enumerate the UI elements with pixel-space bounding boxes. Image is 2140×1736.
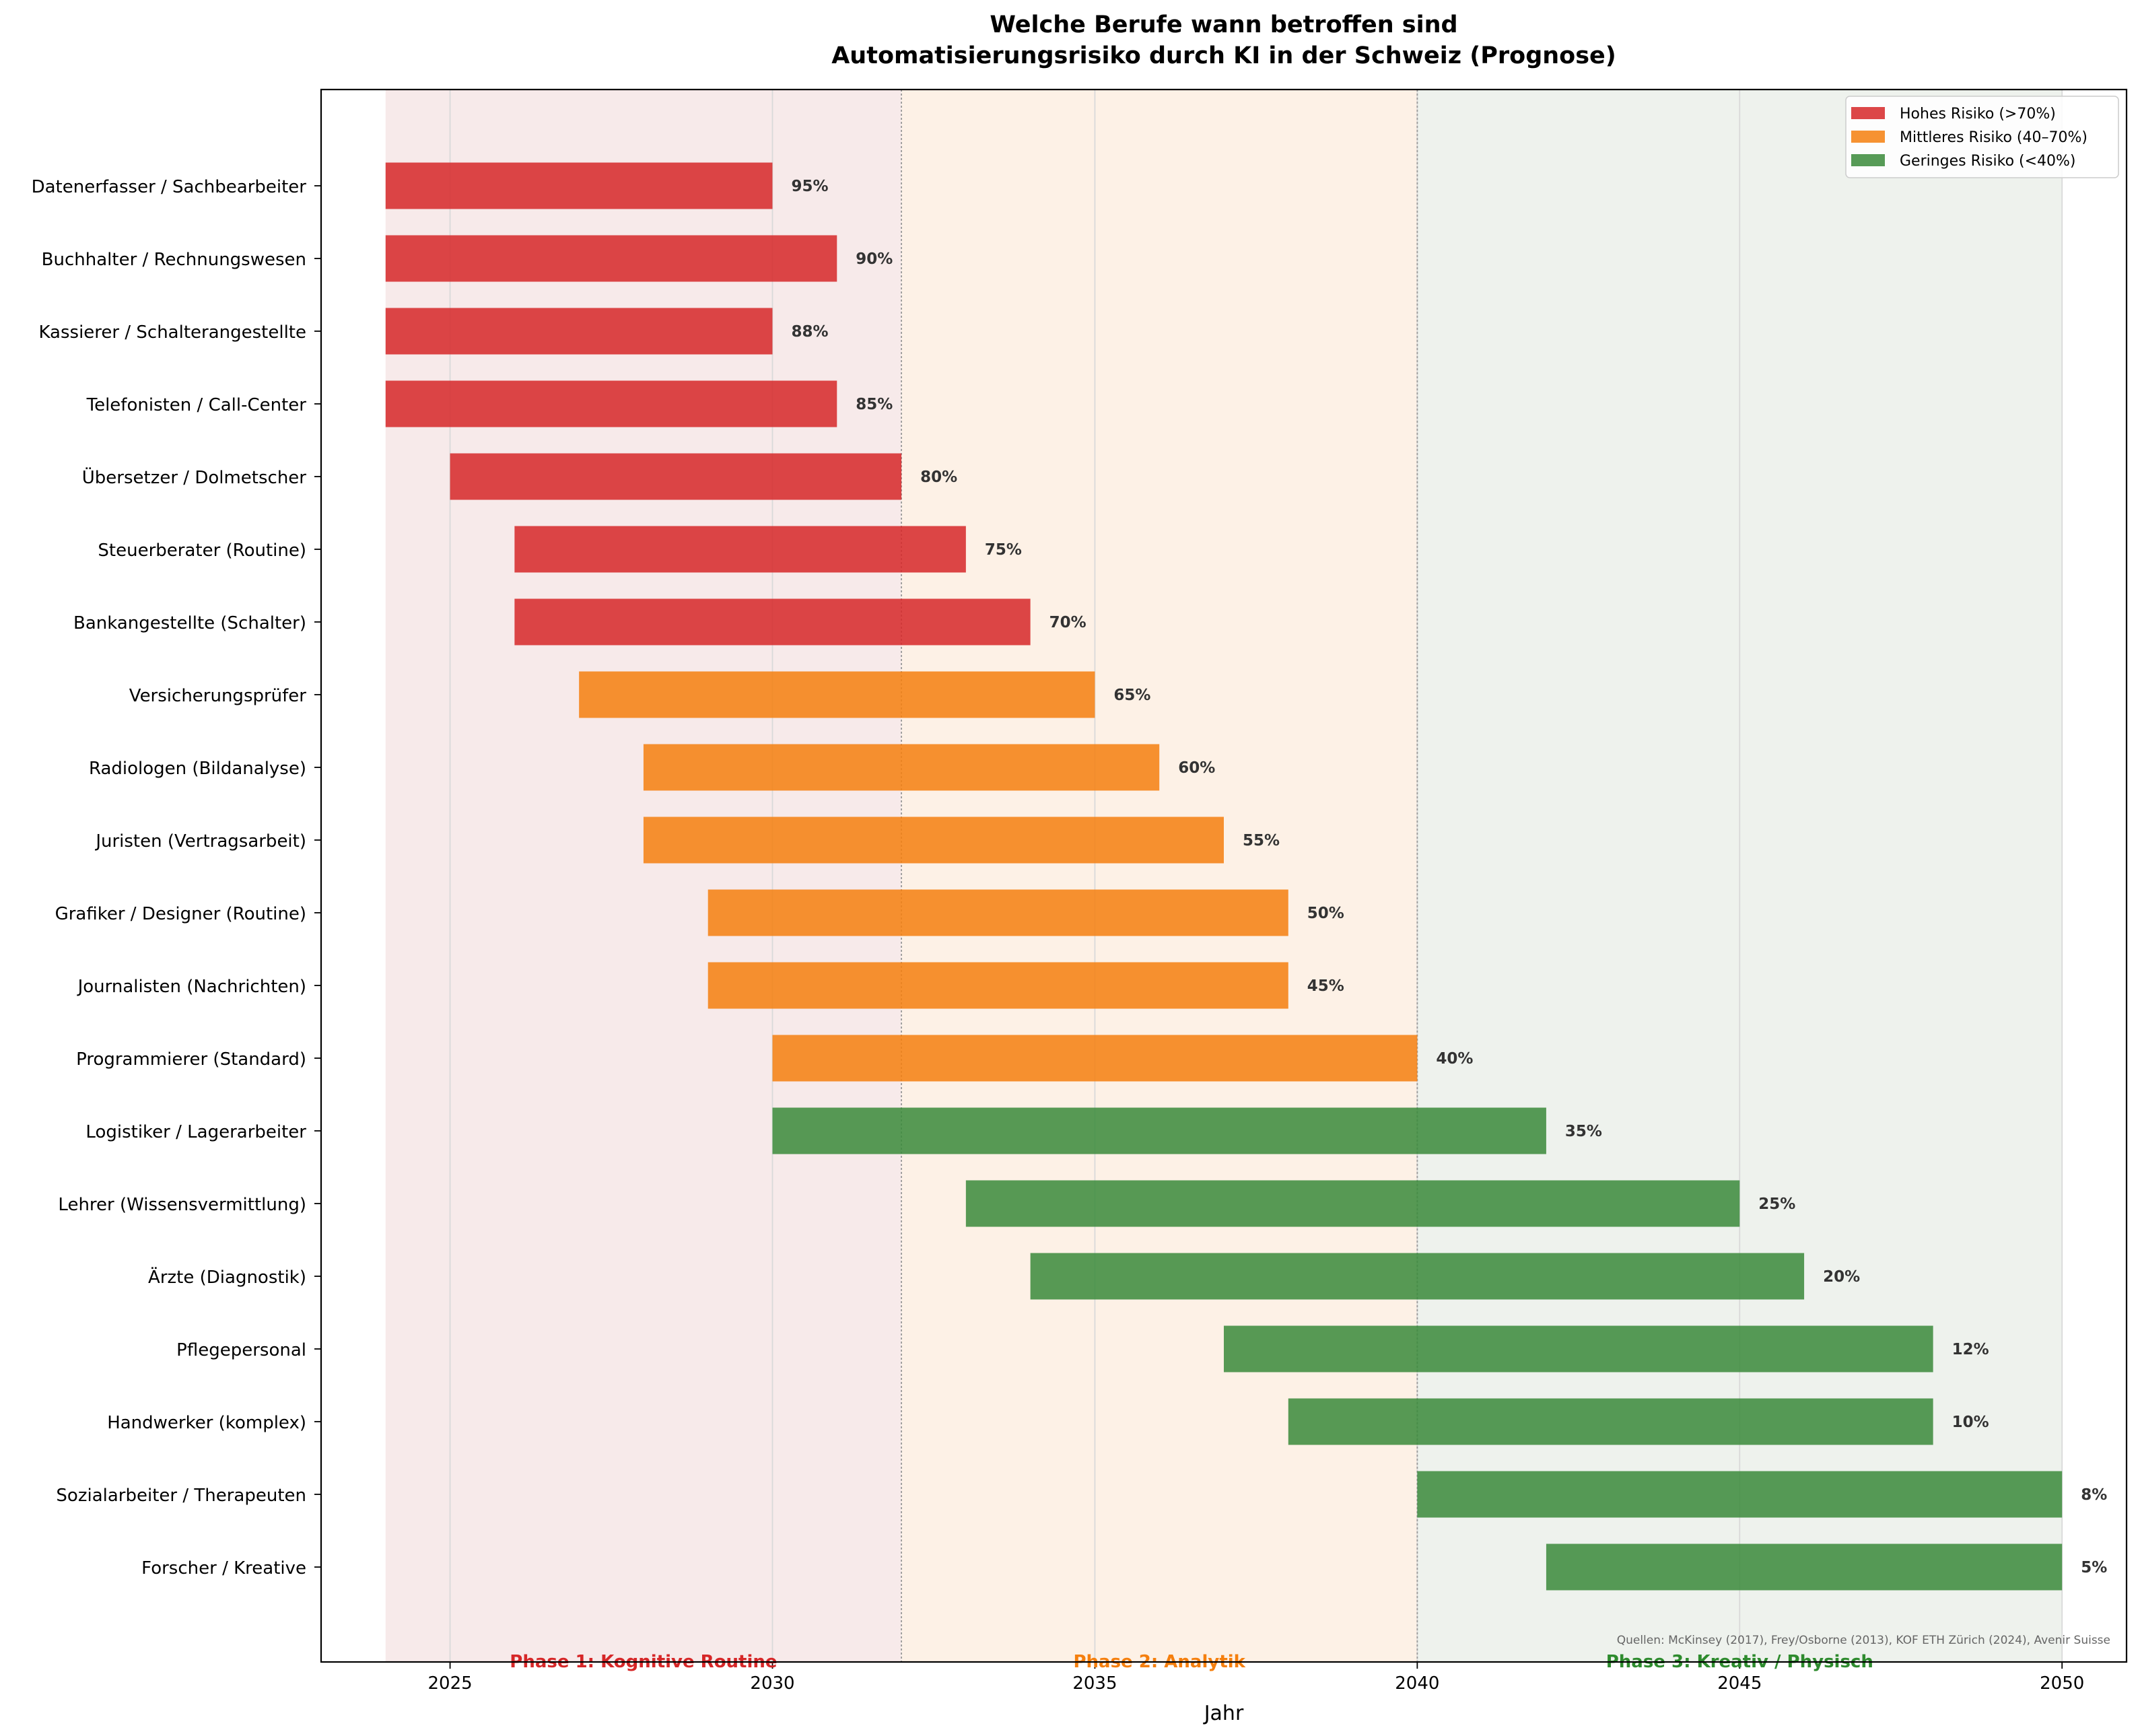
source-note: Quellen: McKinsey (2017), Frey/Osborne (… bbox=[1617, 1634, 2110, 1647]
bar-11 bbox=[707, 889, 1288, 936]
bar-16 bbox=[1030, 1253, 1805, 1300]
y-tick-label-19: Sozialarbeiter / Therapeuten bbox=[56, 1486, 306, 1506]
value-label-7: 70% bbox=[1049, 614, 1086, 631]
y-tick-label-20: Forscher / Kreative bbox=[141, 1558, 306, 1578]
y-tick-label-17: Pflegepersonal bbox=[176, 1340, 306, 1360]
value-label-5: 80% bbox=[920, 468, 957, 486]
y-tick-label-18: Handwerker (komplex) bbox=[107, 1413, 306, 1433]
value-label-4: 85% bbox=[856, 396, 893, 413]
y-tick-label-11: Grafiker / Designer (Routine) bbox=[55, 904, 306, 924]
y-tick-label-16: Ärzte (Diagnostik) bbox=[148, 1266, 306, 1288]
bar-15 bbox=[965, 1180, 1740, 1227]
legend-swatch-medium bbox=[1851, 131, 1885, 143]
value-label-16: 20% bbox=[1823, 1268, 1860, 1286]
bar-6 bbox=[514, 526, 966, 573]
bar-5 bbox=[450, 453, 902, 500]
value-label-3: 88% bbox=[792, 323, 829, 341]
x-tick-label-2040: 2040 bbox=[1395, 1673, 1439, 1694]
y-tick-label-13: Programmierer (Standard) bbox=[76, 1049, 306, 1070]
value-label-8: 65% bbox=[1113, 687, 1150, 704]
x-axis: 2025 2030 2035 2040 2045 2050 bbox=[427, 1662, 2084, 1694]
x-tick-label-2025: 2025 bbox=[427, 1673, 472, 1694]
y-tick-label-7: Bankangestellte (Schalter) bbox=[73, 613, 306, 633]
value-label-14: 35% bbox=[1565, 1123, 1602, 1140]
y-tick-label-9: Radiologen (Bildanalyse) bbox=[89, 759, 306, 779]
value-label-15: 25% bbox=[1758, 1195, 1795, 1213]
value-label-20: 5% bbox=[2081, 1559, 2107, 1576]
bar-12 bbox=[707, 962, 1288, 1009]
bar-10 bbox=[643, 817, 1224, 864]
y-tick-label-4: Telefonisten / Call-Center bbox=[86, 395, 307, 415]
x-axis-label: Jahr bbox=[1203, 1702, 1244, 1725]
bar-17 bbox=[1224, 1325, 1933, 1373]
y-axis: Datenerfasser / Sachbearbeiter Buchhalter… bbox=[32, 177, 321, 1578]
y-tick-label-8: Versicherungsprüfer bbox=[129, 686, 307, 706]
bar-13 bbox=[772, 1035, 1418, 1082]
value-label-1: 95% bbox=[792, 178, 829, 195]
bar-18 bbox=[1288, 1398, 1933, 1445]
plot-frame bbox=[320, 88, 2128, 1663]
bar-20 bbox=[1546, 1543, 2063, 1591]
legend-box bbox=[1845, 96, 2119, 178]
bar-3 bbox=[385, 308, 773, 355]
legend-label-medium: Mittleres Risiko (40–70%) bbox=[1900, 129, 2087, 146]
value-label-12: 45% bbox=[1307, 977, 1344, 995]
legend-swatch-high bbox=[1851, 107, 1885, 119]
value-label-13: 40% bbox=[1436, 1050, 1473, 1068]
chart-title-line2: Automatisierungsrisiko durch KI in der S… bbox=[831, 42, 1616, 69]
legend-label-low: Geringes Risiko (<40%) bbox=[1900, 153, 2076, 170]
bars bbox=[385, 162, 2063, 1591]
x-tick-label-2050: 2050 bbox=[2040, 1673, 2084, 1694]
x-tick-label-2035: 2035 bbox=[1072, 1673, 1117, 1694]
legend-label-high: Hohes Risiko (>70%) bbox=[1900, 106, 2056, 123]
x-tick-label-2045: 2045 bbox=[1717, 1673, 1762, 1694]
value-label-9: 60% bbox=[1178, 759, 1215, 777]
bar-1 bbox=[385, 162, 773, 209]
y-tick-label-6: Steuerberater (Routine) bbox=[98, 541, 306, 561]
y-tick-label-5: Übersetzer / Dolmetscher bbox=[82, 466, 307, 488]
y-tick-label-12: Journalisten (Nachrichten) bbox=[77, 977, 306, 997]
x-tick-label-2030: 2030 bbox=[750, 1673, 794, 1694]
y-tick-label-1: Datenerfasser / Sachbearbeiter bbox=[32, 177, 307, 197]
bar-7 bbox=[514, 598, 1031, 646]
chart-title-line1: Welche Berufe wann betroffen sind bbox=[990, 11, 1457, 38]
bar-8 bbox=[579, 671, 1095, 718]
bar-14 bbox=[772, 1107, 1546, 1154]
value-label-2: 90% bbox=[856, 250, 893, 268]
legend: Hohes Risiko (>70%) Mittleres Risiko (40–… bbox=[1845, 96, 2119, 178]
value-label-10: 55% bbox=[1243, 832, 1280, 849]
value-labels: 95% 90% 88% 85% 80% 75% 70% 65% 60% 55% 50% 45% 40% 3… bbox=[792, 178, 2108, 1576]
legend-swatch-low bbox=[1851, 154, 1885, 166]
bar-9 bbox=[643, 744, 1160, 791]
value-label-11: 50% bbox=[1307, 905, 1344, 922]
y-tick-label-14: Logistiker / Lagerarbeiter bbox=[85, 1122, 306, 1142]
value-label-6: 75% bbox=[985, 541, 1022, 559]
y-tick-label-10: Juristen (Vertragsarbeit) bbox=[94, 831, 306, 852]
value-label-19: 8% bbox=[2081, 1486, 2107, 1504]
value-label-17: 12% bbox=[1952, 1341, 1989, 1358]
bar-19 bbox=[1417, 1471, 2063, 1518]
bar-4 bbox=[385, 380, 837, 427]
y-tick-label-15: Lehrer (Wissensvermittlung) bbox=[58, 1195, 306, 1215]
bar-2 bbox=[385, 235, 837, 282]
value-label-18: 10% bbox=[1952, 1414, 1989, 1431]
y-tick-label-2: Buchhalter / Rechnungswesen bbox=[42, 250, 306, 270]
y-tick-label-3: Kassierer / Schalterangestellte bbox=[38, 322, 306, 343]
